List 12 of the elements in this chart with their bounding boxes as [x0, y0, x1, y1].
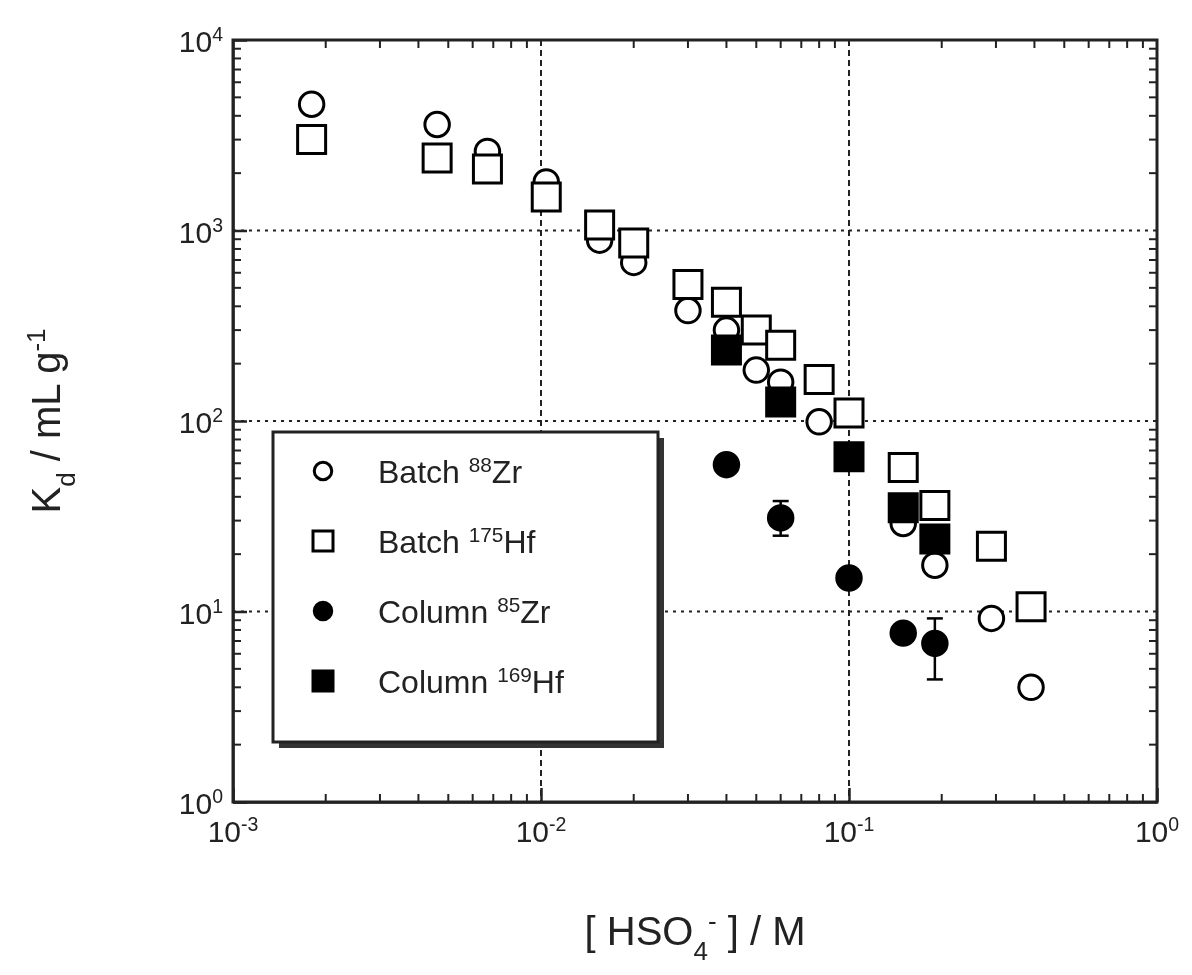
legend-label: Batch $^{175}$Hf [378, 522, 536, 560]
y-tick-label: 10$^{2}$ [178, 404, 223, 439]
x-axis-title: [ HSO$_{4}$$^{-}$ ] / M [584, 906, 806, 966]
x-tick-label: 10$^{-2}$ [515, 813, 567, 848]
x-tick-label: 10$^{0}$ [1134, 813, 1180, 848]
legend-label: Column $^{169}$Hf [378, 662, 564, 700]
legend-label: Column $^{85}$Zr [378, 592, 551, 630]
x-tick-label: 10$^{-1}$ [823, 813, 875, 848]
y-tick-label: 10$^{3}$ [178, 213, 223, 249]
y-tick-label: 10$^{4}$ [178, 23, 224, 58]
y-tick-label: 10$^{1}$ [178, 594, 223, 630]
legend-label: Batch $^{88}$Zr [378, 452, 523, 490]
